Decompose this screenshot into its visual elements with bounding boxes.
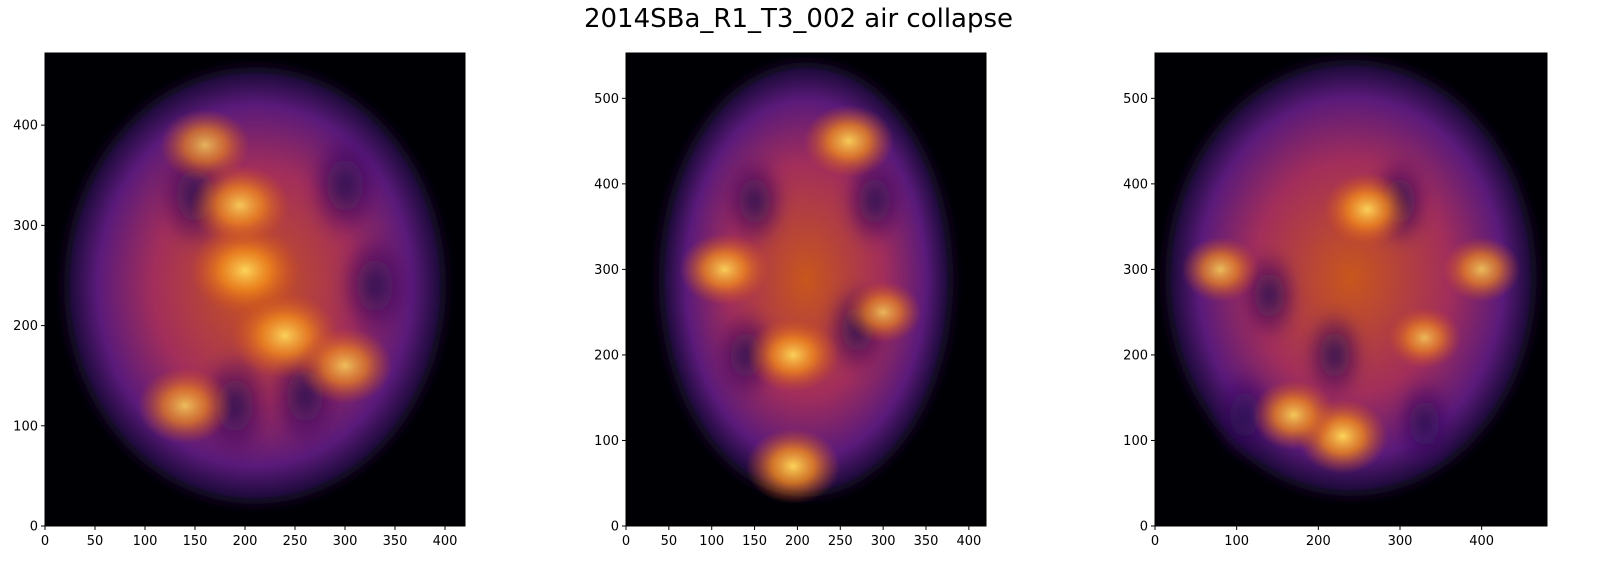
bright-region	[190, 226, 300, 315]
y-tick-label: 200	[594, 348, 619, 363]
y-tick-label: 200	[1123, 348, 1148, 363]
figure-title: 2014SBa_R1_T3_002 air collapse	[583, 4, 1014, 34]
x-tick-label: 0	[41, 534, 49, 549]
heatmap-image	[1165, 59, 1537, 497]
x-tick-label: 200	[233, 534, 258, 549]
x-tick-label: 400	[1469, 534, 1494, 549]
bright-region	[844, 281, 922, 343]
y-tick-label: 300	[13, 219, 38, 234]
y-tick-label: 300	[1123, 263, 1148, 278]
bright-region	[1387, 307, 1462, 369]
bright-region	[1181, 236, 1260, 302]
y-tick-label: 0	[30, 520, 38, 535]
subplot-1: 0 50 100 150 200 250 300 350 400 0 100 200 300 400	[13, 52, 466, 549]
x-tick-label: 350	[914, 534, 939, 549]
axes-frame	[625, 52, 987, 527]
y-tick-label: 500	[1123, 92, 1148, 107]
x-tick-label: 300	[1388, 534, 1413, 549]
x-tick-label: 200	[1306, 534, 1331, 549]
bright-region	[1323, 172, 1412, 247]
heatmap-image	[64, 67, 446, 504]
y-tick-label: 0	[611, 520, 619, 535]
x-tick-label: 100	[699, 534, 724, 549]
y-tick-label: 400	[594, 177, 619, 192]
bright-region	[746, 428, 841, 504]
x-tick-label: 400	[956, 534, 981, 549]
bright-region	[1251, 379, 1336, 450]
bright-region	[160, 109, 250, 182]
x-tick-label: 50	[87, 534, 104, 549]
x-tick-label: 100	[133, 534, 158, 549]
x-tick-label: 250	[828, 534, 853, 549]
y-tick-label: 100	[1123, 434, 1148, 449]
dark-region	[842, 153, 908, 249]
x-tick-label: 0	[1151, 534, 1159, 549]
heatmap-image	[658, 62, 954, 504]
bright-region	[679, 233, 770, 306]
axes-frame	[1154, 52, 1548, 527]
dark-region	[307, 130, 383, 241]
axes-frame	[44, 52, 466, 527]
y-tick-label: 0	[1140, 520, 1148, 535]
x-tick-label: 50	[661, 534, 678, 549]
y-tick-label: 100	[594, 434, 619, 449]
y-tick-label: 500	[594, 92, 619, 107]
x-tick-label: 350	[383, 534, 408, 549]
x-tick-label: 0	[622, 534, 630, 549]
x-tick-label: 100	[1224, 534, 1249, 549]
bright-region	[137, 367, 233, 444]
x-tick-label: 150	[742, 534, 767, 549]
subplot-2: 0 50 100 150 200 250 300 350 400 0 100 200 300 400 500	[594, 52, 987, 549]
y-tick-label: 400	[13, 119, 38, 134]
x-tick-label: 300	[871, 534, 896, 549]
x-tick-label: 200	[785, 534, 810, 549]
y-tick-label: 400	[1123, 177, 1148, 192]
y-tick-label: 200	[13, 319, 38, 334]
x-tick-label: 400	[433, 534, 458, 549]
subplot-3: 0 100 200 300 400 0 100 200 300 400 500	[1123, 52, 1548, 549]
bright-region	[1442, 236, 1521, 302]
bright-region	[803, 105, 894, 178]
dark-region	[337, 230, 413, 341]
bright-region	[190, 165, 290, 246]
x-tick-label: 250	[283, 534, 308, 549]
bright-region	[747, 318, 840, 392]
y-tick-label: 100	[13, 419, 38, 434]
dark-region	[1393, 376, 1456, 471]
y-tick-label: 300	[594, 263, 619, 278]
bright-region	[297, 327, 393, 404]
x-tick-label: 300	[333, 534, 358, 549]
x-tick-label: 150	[183, 534, 208, 549]
dark-region	[1213, 367, 1276, 462]
dark-region	[722, 153, 788, 249]
